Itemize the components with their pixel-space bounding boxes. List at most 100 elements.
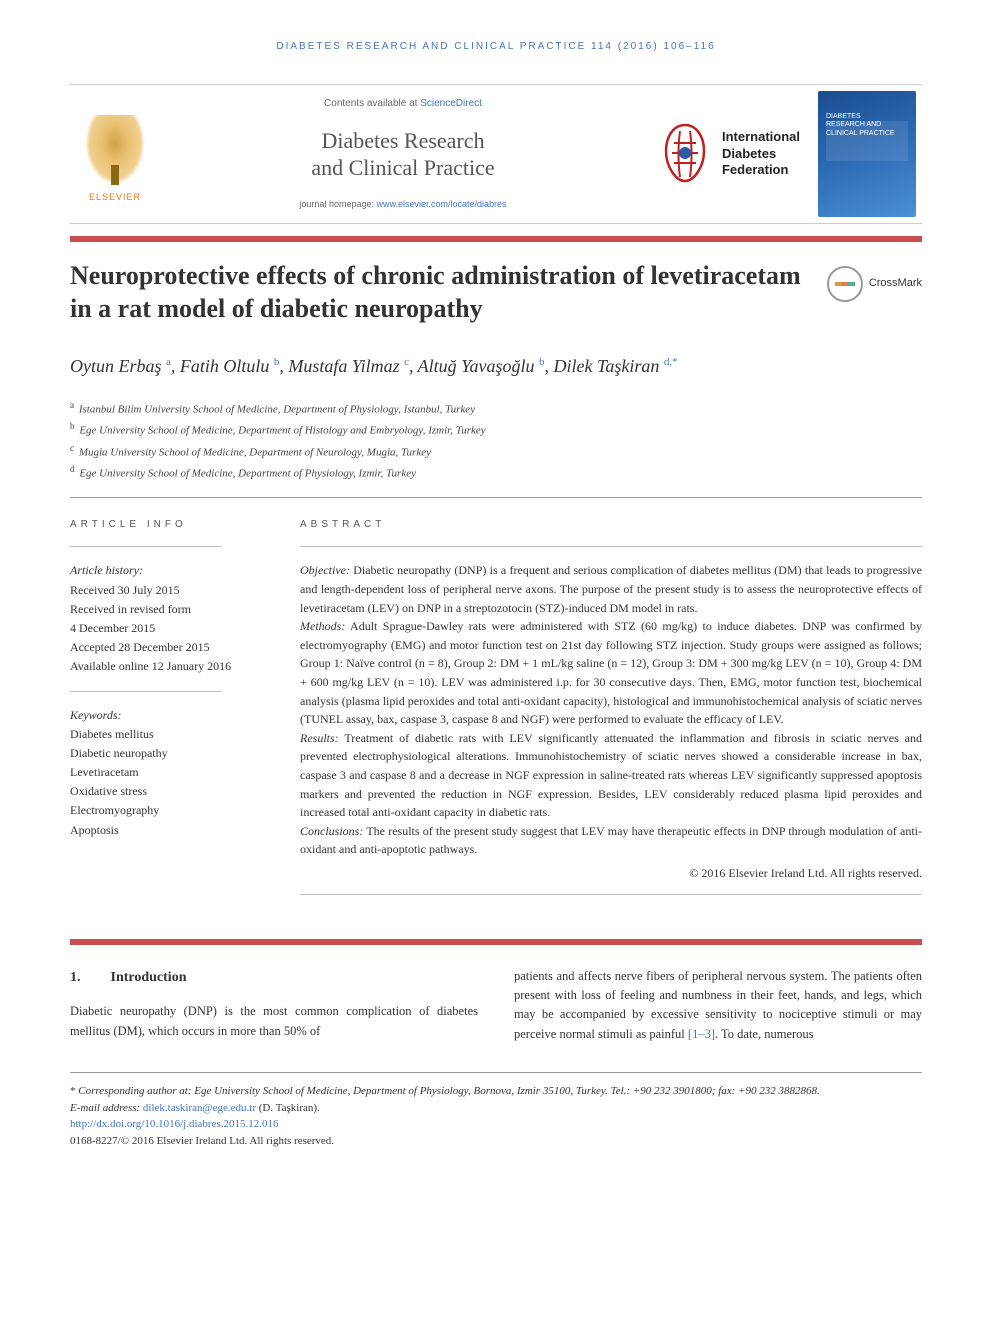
keywords-block: Keywords: Diabetes mellitus Diabetic neu… xyxy=(70,706,260,840)
article-history: Article history: Received 30 July 2015 R… xyxy=(70,561,260,676)
contents-prefix: Contents available at xyxy=(324,98,420,109)
conclusions-label: Conclusions: xyxy=(300,824,363,838)
intro-heading: 1. Introduction xyxy=(70,967,478,989)
idf-line3: Federation xyxy=(722,162,788,177)
intro-para-left: Diabetic neuropathy (DNP) is the most co… xyxy=(70,1002,478,1041)
section-title: Introduction xyxy=(111,967,187,989)
author-4: Dilek Taşkiran d,* xyxy=(554,356,678,376)
article-info-label: ARTICLE INFO xyxy=(70,518,260,532)
corr-star: * xyxy=(70,1085,78,1097)
corr-text: Corresponding author at: Ege University … xyxy=(78,1085,820,1097)
doi-link[interactable]: http://dx.doi.org/10.1016/j.diabres.2015… xyxy=(70,1118,278,1130)
history-accepted: Accepted 28 December 2015 xyxy=(70,638,260,657)
footnotes: * Corresponding author at: Ege Universit… xyxy=(70,1083,922,1149)
author-aff-link[interactable]: b xyxy=(539,356,545,368)
section-rule xyxy=(70,497,922,498)
title-accent-bar xyxy=(70,236,922,242)
journal-name: Diabetes Research and Clinical Practice xyxy=(180,128,626,181)
idf-line1: International xyxy=(722,129,800,144)
crossmark-badge[interactable]: CrossMark xyxy=(827,266,922,302)
author-1: Fatih Oltulu b xyxy=(180,356,280,376)
keyword-item: Apoptosis xyxy=(70,821,260,840)
keyword-item: Diabetes mellitus xyxy=(70,725,260,744)
author-aff-link[interactable]: a xyxy=(166,356,171,368)
elsevier-tree-icon xyxy=(85,115,145,185)
cover-line3: CLINICAL PRACTICE xyxy=(826,130,895,137)
author-aff-link[interactable]: d,* xyxy=(664,356,678,368)
info-divider xyxy=(70,691,222,692)
homepage-link[interactable]: www.elsevier.com/locate/diabres xyxy=(376,199,506,209)
masthead: ELSEVIER Contents available at ScienceDi… xyxy=(70,84,922,224)
author-0: Oytun Erbaş a xyxy=(70,356,171,376)
email-link[interactable]: dilek.taskiran@ege.edu.tr xyxy=(143,1102,256,1114)
methods-body: Adult Sprague-Dawley rats were administe… xyxy=(300,619,922,726)
author-aff-link[interactable]: c xyxy=(404,356,409,368)
elsevier-text: ELSEVIER xyxy=(89,191,141,204)
affiliation-text: Ege University School of Medicine, Depar… xyxy=(79,468,416,480)
affiliation-d: d Ege University School of Medicine, Dep… xyxy=(70,462,922,483)
keyword-item: Oxidative stress xyxy=(70,782,260,801)
idf-logo-icon xyxy=(658,119,712,189)
contents-available-line: Contents available at ScienceDirect xyxy=(180,97,626,111)
author-3: Altuğ Yavaşoğlu b xyxy=(418,356,545,376)
running-header: DIABETES RESEARCH AND CLINICAL PRACTICE … xyxy=(70,40,922,54)
history-revised-1: Received in revised form xyxy=(70,600,260,619)
author-name: Altuğ Yavaşoğlu xyxy=(418,356,535,376)
idf-block: International Diabetes Federation xyxy=(646,85,812,223)
author-name: Dilek Taşkiran xyxy=(554,356,660,376)
author-name: Oytun Erbaş xyxy=(70,356,162,376)
crossmark-icon xyxy=(827,266,863,302)
intro-right-post: . To date, numerous xyxy=(715,1027,814,1041)
email-line: E-mail address: dilek.taskiran@ege.edu.t… xyxy=(70,1100,922,1117)
affiliation-c: c Mugla University School of Medicine, D… xyxy=(70,441,922,462)
article-info-column: ARTICLE INFO Article history: Received 3… xyxy=(70,518,260,908)
results-label: Results: xyxy=(300,731,339,745)
homepage-line: journal homepage: www.elsevier.com/locat… xyxy=(180,198,626,211)
affiliation-b: b Ege University School of Medicine, Dep… xyxy=(70,419,922,440)
abstract-bottom-divider xyxy=(300,894,922,895)
publisher-logo-block: ELSEVIER xyxy=(70,85,160,223)
intro-para-right: patients and affects nerve fibers of per… xyxy=(514,967,922,1045)
author-2: Mustafa Yilmaz c xyxy=(288,356,409,376)
doi-line: http://dx.doi.org/10.1016/j.diabres.2015… xyxy=(70,1116,922,1133)
footnote-rule xyxy=(70,1072,922,1073)
issn-copyright-line: 0168-8227/© 2016 Elsevier Ireland Ltd. A… xyxy=(70,1133,922,1150)
sciencedirect-link[interactable]: ScienceDirect xyxy=(420,98,482,109)
methods-label: Methods: xyxy=(300,619,345,633)
body-accent-bar xyxy=(70,939,922,945)
abstract-text: Objective: Diabetic neuropathy (DNP) is … xyxy=(300,561,922,859)
keyword-item: Electromyography xyxy=(70,801,260,820)
cover-line2: RESEARCH AND xyxy=(826,121,881,128)
abstract-column: ABSTRACT Objective: Diabetic neuropathy … xyxy=(300,518,922,908)
history-revised-2: 4 December 2015 xyxy=(70,619,260,638)
journal-name-line1: Diabetes Research xyxy=(321,128,484,153)
journal-name-line2: and Clinical Practice xyxy=(311,155,494,180)
keywords-label: Keywords: xyxy=(70,706,260,725)
objective-label: Objective: xyxy=(300,563,350,577)
author-name: Fatih Oltulu xyxy=(180,356,270,376)
affiliation-text: Ege University School of Medicine, Depar… xyxy=(79,425,485,437)
homepage-prefix: journal homepage: xyxy=(299,199,376,209)
affiliation-text: Istanbul Bilim University School of Medi… xyxy=(79,404,475,416)
journal-cover-block: DIABETES RESEARCH AND CLINICAL PRACTICE xyxy=(812,85,922,223)
elsevier-logo: ELSEVIER xyxy=(78,104,152,204)
affiliations: a Istanbul Bilim University School of Me… xyxy=(70,398,922,483)
affiliation-a: a Istanbul Bilim University School of Me… xyxy=(70,398,922,419)
body-col-right: patients and affects nerve fibers of per… xyxy=(514,967,922,1045)
crossmark-label: CrossMark xyxy=(869,276,922,291)
abstract-copyright: © 2016 Elsevier Ireland Ltd. All rights … xyxy=(300,865,922,882)
email-person: (D. Taşkiran). xyxy=(256,1102,320,1114)
abstract-divider xyxy=(300,546,922,547)
corresponding-author: * Corresponding author at: Ege Universit… xyxy=(70,1083,922,1100)
author-name: Mustafa Yilmaz xyxy=(288,356,399,376)
conclusions-body: The results of the present study suggest… xyxy=(300,824,922,857)
info-divider xyxy=(70,546,222,547)
history-received: Received 30 July 2015 xyxy=(70,581,260,600)
author-aff-link[interactable]: b xyxy=(274,356,280,368)
ref-link-1-3[interactable]: [1–3] xyxy=(688,1027,715,1041)
article-title: Neuroprotective effects of chronic admin… xyxy=(70,260,827,325)
history-label: Article history: xyxy=(70,561,260,580)
section-number: 1. xyxy=(70,967,81,989)
body-columns: 1. Introduction Diabetic neuropathy (DNP… xyxy=(70,967,922,1045)
history-online: Available online 12 January 2016 xyxy=(70,657,260,676)
